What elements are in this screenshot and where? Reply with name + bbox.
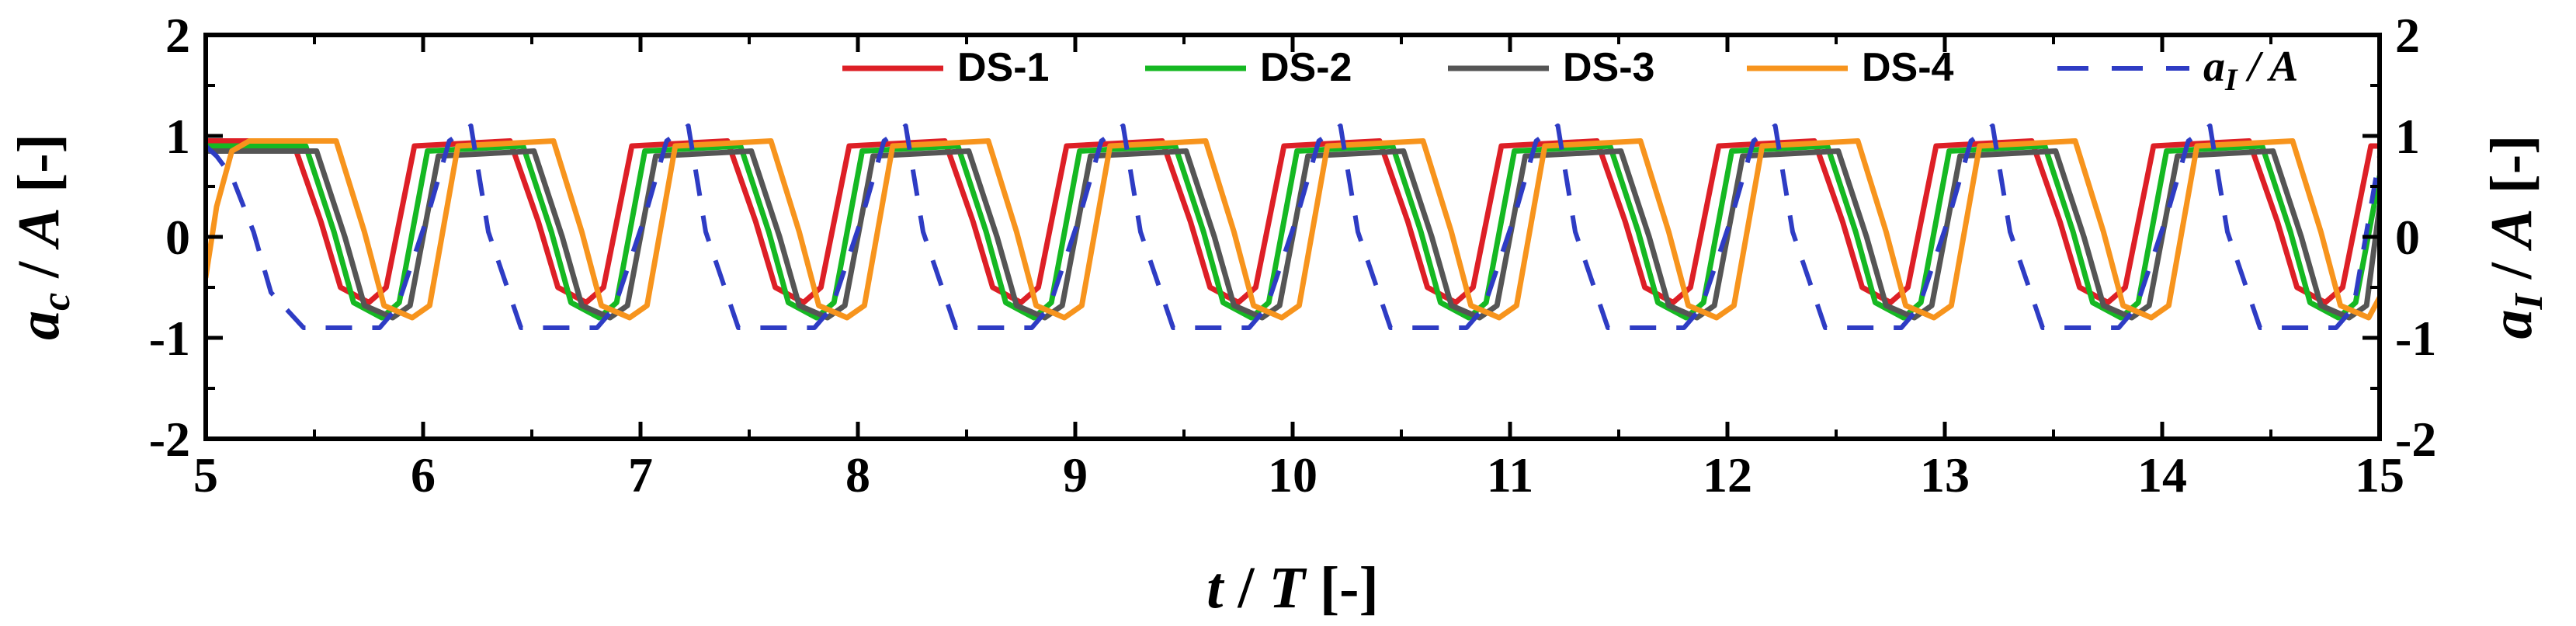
y-tick-label-right: 2 <box>2395 8 2420 63</box>
y-axis-title-left-sep: / <box>6 247 71 293</box>
x-tick-label: 15 <box>2355 447 2404 503</box>
y-axis-title-right-var: a <box>2479 310 2544 339</box>
y-axis-title-left-denom: A <box>6 207 71 250</box>
y-tick-label-left: 0 <box>165 210 190 265</box>
x-axis-title-sep: / <box>1223 555 1269 621</box>
y-axis-title-right: aI / A [-] <box>2479 134 2551 339</box>
series-line-3 <box>206 148 2380 321</box>
x-tick-label: 8 <box>845 447 870 503</box>
x-tick-label: 5 <box>193 447 218 503</box>
x-axis-title-denom: T <box>1269 555 1307 621</box>
x-tick-label: 13 <box>1920 447 1970 503</box>
legend-label-sub: I <box>2224 62 2238 97</box>
x-tick-label: 14 <box>2137 447 2187 503</box>
y-tick-label-right: -2 <box>2395 412 2436 467</box>
y-tick-label-left: 2 <box>165 8 190 63</box>
legend-label-rest: / A <box>2238 43 2299 91</box>
y-axis-title-right-sep: / <box>2479 248 2544 294</box>
y-tick-label-right: 1 <box>2395 109 2420 164</box>
x-tick-label: 6 <box>411 447 436 503</box>
y-tick-label-left: -2 <box>149 412 190 467</box>
x-axis-title-var: t <box>1206 555 1225 621</box>
x-tick-label: 11 <box>1487 447 1533 503</box>
legend-label-1: DS-1 <box>957 45 1049 90</box>
series-line-2 <box>206 143 2380 321</box>
series-line-4 <box>206 138 2380 321</box>
x-axis-title-unit: [-] <box>1305 555 1379 621</box>
x-tick-label: 10 <box>1268 447 1318 503</box>
legend-label-var: a <box>2203 43 2225 91</box>
y-tick-label-left: -1 <box>149 311 190 366</box>
y-tick-label-left: 1 <box>165 109 190 164</box>
legend-label-5: aI / A <box>2203 43 2298 97</box>
legend: DS-1 DS-2 DS-3 DS-4 aI / A <box>842 43 2298 97</box>
y-axis-title-left-var: a <box>6 311 71 340</box>
legend-label-3: DS-3 <box>1563 45 1654 90</box>
y-tick-label-right: -1 <box>2395 311 2436 366</box>
y-axis-title-right-denom: A <box>2479 208 2544 251</box>
series-group <box>206 123 2380 330</box>
x-tick-label: 12 <box>1703 447 1752 503</box>
y-axis-title-left-unit: [-] <box>6 134 71 207</box>
x-tick-label: 9 <box>1063 447 1088 503</box>
legend-label-4: DS-4 <box>1862 45 1954 90</box>
legend-label-2: DS-2 <box>1260 45 1352 90</box>
series-line-5 <box>206 123 2380 330</box>
x-axis-title: t / T [-] <box>1206 555 1379 621</box>
y-axis-title-left-sub: c <box>34 293 78 311</box>
y-axis-title-right-unit: [-] <box>2479 134 2544 208</box>
y-tick-label-right: 0 <box>2395 210 2420 265</box>
y-axis-title-right-sub: I <box>2507 293 2551 311</box>
x-tick-label: 7 <box>628 447 653 503</box>
y-axis-title-left: ac / A [-] <box>6 134 78 340</box>
